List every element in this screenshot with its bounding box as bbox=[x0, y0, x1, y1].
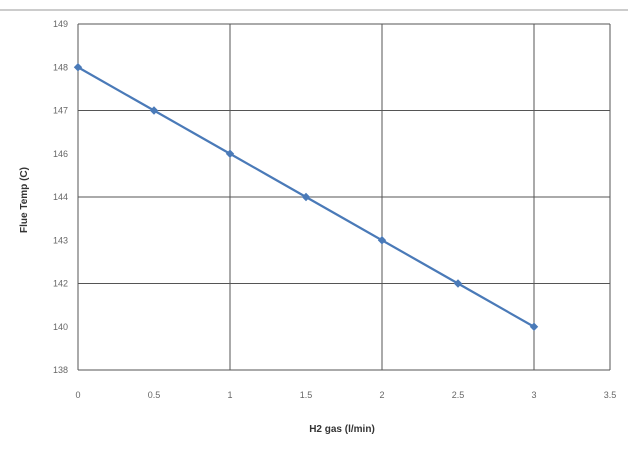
x-tick-label: 2.5 bbox=[452, 390, 465, 400]
x-tick-label: 2 bbox=[379, 390, 384, 400]
x-tick-label: 0 bbox=[75, 390, 80, 400]
x-tick-label: 3.5 bbox=[604, 390, 617, 400]
data-point-marker bbox=[377, 236, 387, 245]
data-point-marker bbox=[301, 192, 311, 202]
y-tick-label: 143 bbox=[53, 235, 68, 245]
y-tick-label: 146 bbox=[53, 149, 68, 159]
x-tick-label: 1 bbox=[227, 390, 232, 400]
x-tick-label: 1.5 bbox=[300, 390, 313, 400]
data-point-marker bbox=[453, 279, 463, 288]
y-tick-label: 144 bbox=[53, 192, 68, 202]
data-point-marker bbox=[149, 106, 159, 115]
y-tick-labels: 138 140 142 143 144 146 147 148 149 bbox=[53, 19, 68, 375]
y-tick-label: 147 bbox=[53, 106, 68, 116]
data-point-marker bbox=[73, 63, 83, 72]
y-tick-label: 142 bbox=[53, 279, 68, 289]
grid bbox=[77, 23, 611, 371]
y-tick-label: 149 bbox=[53, 19, 68, 29]
marker-group bbox=[73, 63, 539, 331]
data-point-marker bbox=[529, 322, 539, 331]
y-axis-title: Flue Temp (C) bbox=[19, 167, 30, 233]
x-tick-label: 3 bbox=[531, 390, 536, 400]
x-tick-labels: 0 0.5 1 1.5 2 2.5 3 3.5 bbox=[75, 390, 616, 400]
data-point-marker bbox=[225, 149, 235, 158]
y-tick-label: 138 bbox=[53, 365, 68, 375]
y-tick-label: 140 bbox=[53, 322, 68, 332]
x-axis-title: H2 gas (l/min) bbox=[309, 424, 375, 435]
y-tick-label: 148 bbox=[53, 62, 68, 72]
x-tick-label: 0.5 bbox=[148, 390, 161, 400]
